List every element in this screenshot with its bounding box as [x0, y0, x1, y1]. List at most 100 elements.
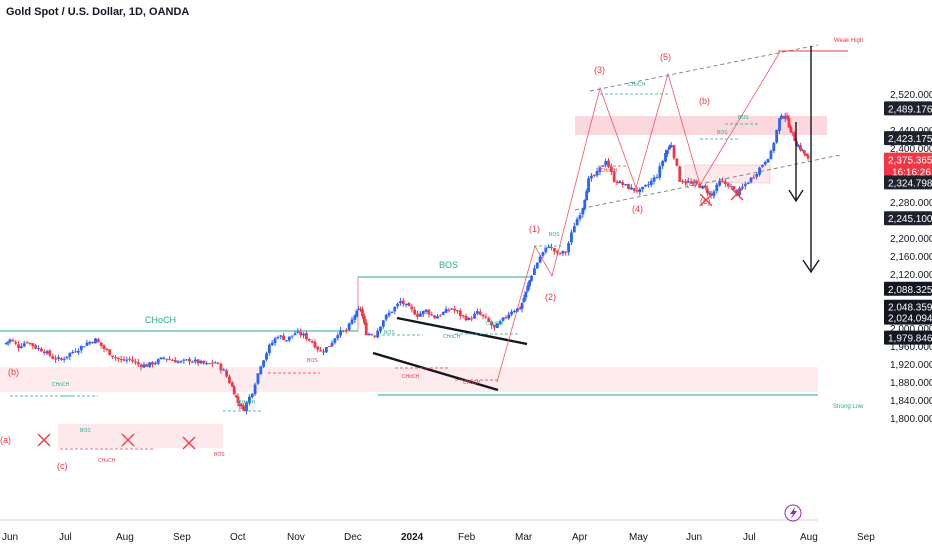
candle-body-145	[404, 303, 408, 306]
candle-body-258	[712, 191, 716, 197]
invalidation-cross-1-b	[121, 433, 135, 447]
candle-body-86	[242, 405, 246, 411]
x-tick-label-12: Jun	[686, 532, 702, 543]
candle-body-14	[42, 351, 46, 354]
candle-body-104	[293, 333, 297, 336]
candle-body-44	[128, 358, 132, 360]
candle-body-105	[296, 331, 300, 333]
candle-body-229	[635, 190, 639, 192]
price-axis[interactable]: 2,520.0002,440.0002,400.0002,360.0002,28…	[884, 90, 932, 425]
candle-body-285	[785, 115, 789, 118]
candle-body-207	[575, 219, 579, 226]
price-tag-countdown-2: 16:16:26	[892, 168, 931, 179]
y-tick-label-12: 1,840.000	[890, 396, 932, 407]
candle-body-248	[686, 181, 690, 183]
y-tick-label-13: 1,800.000	[890, 414, 932, 425]
flag-upper-line	[396, 316, 528, 346]
x-tick-label-0: Jun	[2, 532, 18, 543]
candle-body-294	[802, 150, 806, 154]
candle-body-220	[609, 166, 613, 172]
y-tick-label-6: 2,160.000	[890, 252, 932, 263]
candle-body-180	[504, 317, 508, 319]
candle-body-100	[282, 335, 285, 341]
structure-tag-7: CHoCH	[402, 374, 420, 380]
candle-body-283	[781, 116, 785, 119]
price-tag-label-7: 2,024.094	[888, 314, 932, 325]
price-tag-label-1: 2,423.175	[888, 134, 932, 145]
candle-body-194	[538, 256, 542, 263]
candle-body-15	[45, 351, 49, 354]
candle-body-161	[450, 308, 454, 310]
candle-body-114	[322, 351, 325, 353]
candle-body-13	[39, 348, 43, 352]
candle-body-176	[493, 324, 496, 328]
candle-body-270	[746, 182, 750, 184]
candle-body-222	[615, 181, 619, 184]
candle-body-79	[228, 376, 231, 383]
y-tick-label-2: 2,400.000	[890, 144, 932, 155]
candle-body-39	[114, 357, 117, 359]
candle-body-134	[373, 335, 377, 337]
demand-zone-right	[684, 164, 771, 184]
structure-tag-0: CHoCH	[52, 382, 70, 388]
candle-body-136	[379, 326, 382, 332]
candle-body-29	[85, 342, 89, 346]
candle-body-8	[25, 342, 29, 344]
x-tick-label-1: Jul	[59, 532, 72, 543]
candle-body-4	[14, 341, 18, 344]
candle-body-241	[667, 146, 671, 150]
price-tag-4	[884, 211, 932, 226]
candle-body-59	[171, 359, 174, 361]
time-axis[interactable]: Jun Jul Aug Sep Oct Nov Dec 2024 Feb Mar Apr May Jun…	[2, 532, 875, 543]
candle-body-98	[276, 337, 280, 339]
structure-tag-8: CHoCH	[443, 334, 461, 340]
candle-body-282	[780, 115, 783, 119]
candle-body-77	[222, 369, 226, 371]
candle-body-203	[564, 251, 568, 253]
candle-body-53	[153, 363, 157, 365]
candle-body-154	[430, 314, 434, 316]
candle-body-212	[587, 178, 590, 193]
candle-body-151	[421, 310, 425, 315]
candle-body-274	[758, 167, 761, 175]
candle-body-232	[644, 184, 647, 187]
candle-body-150	[419, 313, 422, 317]
x-tick-label-7: 2024	[401, 532, 424, 543]
candle-body-80	[230, 382, 234, 387]
candle-body-201	[558, 253, 562, 255]
candle-body-221	[612, 171, 616, 182]
candle-body-139	[387, 312, 391, 316]
candle-body-26	[77, 350, 80, 353]
wave-label-10: (c)	[57, 461, 68, 471]
candle-body-45	[131, 359, 134, 362]
candle-body-30	[88, 341, 92, 344]
candle-body-6	[20, 346, 23, 349]
candle-body-159	[444, 309, 448, 313]
candle-body-85	[240, 405, 244, 407]
candle-body-50	[145, 364, 149, 367]
candle-body-142	[396, 303, 399, 307]
x-tick-label-2: Aug	[116, 532, 134, 543]
candle-body-74	[213, 362, 217, 364]
candle-body-103	[290, 335, 294, 337]
candle-body-97	[273, 338, 277, 344]
candle-body-160	[447, 309, 451, 311]
candle-body-9	[28, 342, 32, 344]
candle-body-87	[245, 402, 248, 411]
candle-body-27	[79, 346, 83, 351]
candle-body-143	[399, 301, 402, 304]
wave-label-2: (3)	[594, 65, 605, 75]
candle-body-58	[168, 359, 171, 361]
invalidation-cross-4-b	[730, 187, 744, 201]
candle-body-215	[595, 171, 599, 176]
candle-body-233	[647, 184, 650, 186]
candle-body-67	[193, 359, 197, 362]
candle-body-115	[324, 347, 328, 353]
candle-body-240	[666, 150, 669, 154]
candle-body-195	[541, 252, 545, 256]
zones-layer	[0, 116, 827, 448]
candle-body-125	[353, 315, 357, 320]
candle-body-0	[4, 342, 8, 345]
price-tag-0	[884, 101, 932, 116]
